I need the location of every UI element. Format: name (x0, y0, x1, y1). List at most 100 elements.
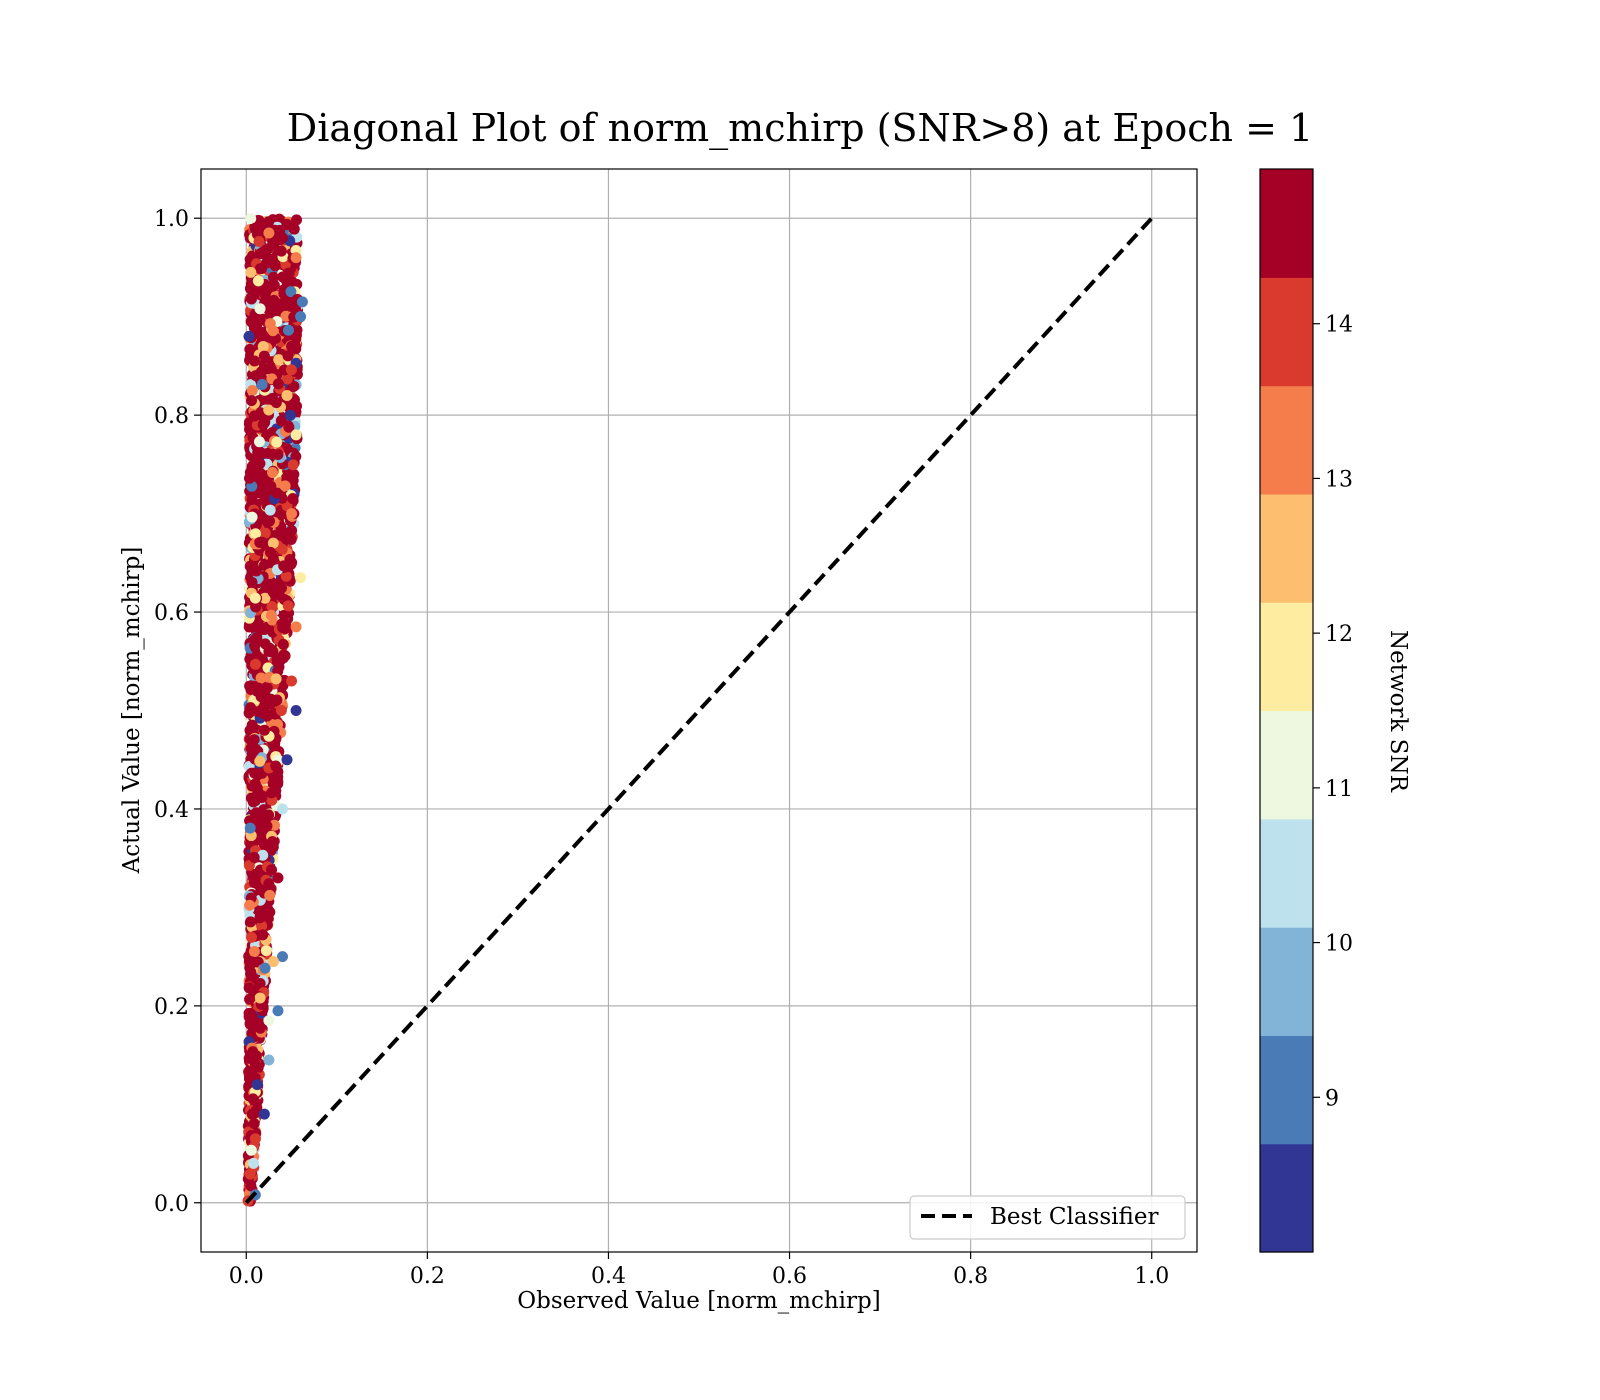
cloud-point (253, 236, 265, 248)
y-tick-label-0: 0.0 (154, 1192, 189, 1217)
cloud-point (248, 851, 260, 863)
cloud-point (263, 878, 275, 890)
x-tick-label-4: 0.8 (953, 1264, 988, 1289)
cloud-point (255, 366, 267, 378)
cloud-point (250, 1105, 262, 1117)
scatter-point-0-27 (272, 1005, 284, 1017)
cloud-point (243, 472, 255, 484)
cloud-point (248, 1117, 260, 1129)
best-classifier-line (244, 216, 1154, 1205)
cloud-point (249, 778, 261, 790)
colorbar-tick-label-3: 12 (1325, 622, 1353, 647)
cloud-point (247, 1046, 259, 1058)
cloud-point (283, 421, 295, 433)
x-tick-label-5: 1.0 (1134, 1264, 1169, 1289)
colorbar (1260, 169, 1313, 1253)
colorbar-ticks: 9 10 11 12 13 14 (1313, 313, 1353, 1111)
cloud-point (249, 658, 261, 670)
y-tick-label-2: 0.4 (154, 798, 189, 823)
cloud-point (290, 329, 302, 341)
cloud-point (263, 404, 275, 416)
colorbar-level-9 (1260, 169, 1313, 278)
scatter-point-0-28 (263, 1015, 275, 1027)
cloud-point (254, 992, 266, 1004)
cloud-point (254, 908, 266, 920)
cloud-point (246, 956, 258, 968)
cloud-point (259, 592, 271, 604)
cloud-point (266, 601, 278, 613)
scatter-point-0-8 (267, 271, 279, 283)
legend: Best Classifier (909, 1195, 1186, 1240)
colorbar-tick-label-0: 9 (1325, 1086, 1339, 1111)
cloud-point (247, 1093, 259, 1105)
cloud-point (281, 443, 293, 455)
cloud-point (244, 822, 256, 834)
cloud-point (264, 504, 276, 516)
x-axis-label: Observed Value [norm_mchirp] (517, 1288, 880, 1314)
cloud-point (259, 819, 271, 831)
cloud-point (249, 1058, 261, 1070)
cloud-point (253, 867, 265, 879)
colorbar-tick-label-4: 13 (1325, 467, 1353, 492)
cloud-point (275, 415, 287, 427)
cloud-point (243, 621, 255, 633)
cloud-point (250, 528, 262, 540)
cloud-point (282, 600, 294, 612)
scatter-point-0-31 (251, 1079, 263, 1091)
cloud-point (266, 836, 278, 848)
scatter-point-0-3 (290, 252, 302, 264)
scatter-point-0-23 (276, 803, 288, 815)
scatter-point-0-6 (245, 266, 257, 278)
scatter-point-0-16 (290, 621, 302, 633)
cloud-point (283, 267, 295, 279)
cloud-point (244, 560, 256, 572)
cloud-point (264, 906, 276, 918)
cloud-point (281, 373, 293, 385)
scatter-point-0-24 (272, 872, 284, 884)
scatter-point-0-10 (258, 350, 270, 362)
cloud-point (249, 592, 261, 604)
cloud-point (254, 1022, 266, 1034)
cloud-point (248, 745, 260, 757)
cloud-point (267, 325, 279, 337)
cloud-point (262, 295, 274, 307)
cloud-point (259, 527, 271, 539)
cloud-point (256, 329, 268, 341)
scatter-point-0-32 (249, 1133, 261, 1145)
cloud-point (257, 341, 269, 353)
cloud-point (252, 275, 264, 287)
cloud-point (265, 480, 277, 492)
cloud-point (246, 493, 258, 505)
cloud-point (277, 621, 289, 633)
chart-title: Diagonal Plot of norm_mchirp (SNR>8) at … (287, 106, 1313, 151)
cloud-point (254, 536, 266, 548)
scatter-point-0-25 (276, 951, 288, 963)
cloud-point (246, 395, 258, 407)
cloud-point (288, 223, 300, 235)
colorbar-tick-label-1: 10 (1325, 932, 1353, 957)
x-tick-label-0: 0.0 (229, 1264, 264, 1289)
scatter-point-0-7 (243, 330, 255, 342)
cloud-point (261, 710, 273, 722)
x-tick-label-1: 0.2 (410, 1264, 445, 1289)
scatter-point-0-17 (267, 586, 279, 598)
cloud-point (285, 364, 297, 376)
colorbar-frame (1259, 168, 1314, 1253)
scatter-point-0-20 (263, 645, 275, 657)
cloud-point (287, 381, 299, 393)
colorbar-label: Network SNR (1385, 630, 1411, 793)
y-tick-label-1: 0.2 (154, 995, 189, 1020)
scatter-point-0-12 (290, 429, 302, 441)
scatter-point-0-13 (272, 449, 284, 461)
x-tick-label-2: 0.4 (591, 1264, 626, 1289)
cloud-point (257, 929, 269, 941)
cloud-point (259, 962, 271, 974)
cloud-point (254, 263, 266, 275)
cloud-point (277, 638, 289, 650)
cloud-point (246, 384, 258, 396)
cloud-point (254, 457, 266, 469)
cloud-point (262, 809, 274, 821)
cloud-point (248, 410, 260, 422)
cloud-point (244, 1168, 256, 1180)
scatter-point-0-2 (276, 232, 288, 244)
